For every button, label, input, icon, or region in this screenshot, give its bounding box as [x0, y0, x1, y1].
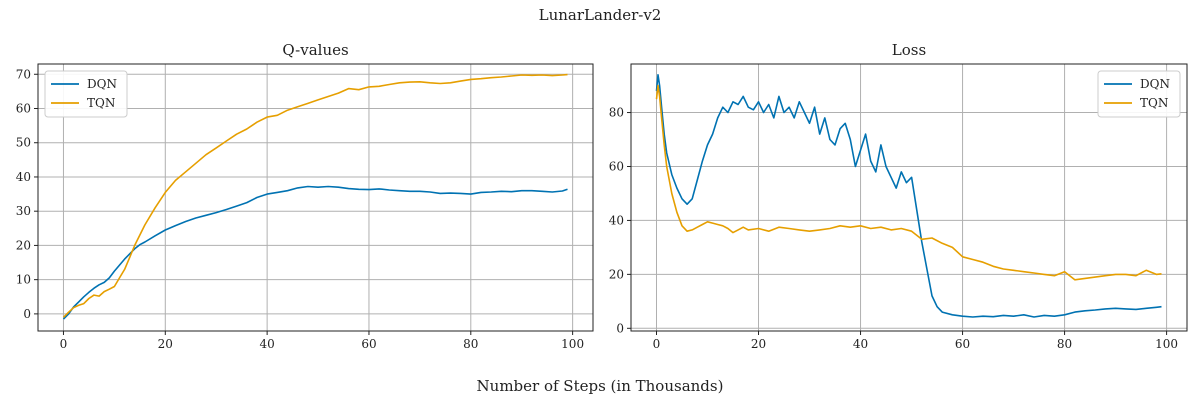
series-line-tqn: [655, 84, 1162, 281]
x-tick-label: 60: [955, 337, 970, 351]
panel-q-values: Q-values 0 20 40 60 80 100 0 10 20 30 40 50 60 70 DQN TQ…: [16, 41, 594, 351]
y-tick-label: 50: [16, 136, 31, 150]
y-tick-label: 80: [609, 106, 624, 120]
axes-frame: [37, 63, 594, 332]
legend-frame: [1097, 70, 1181, 118]
x-tick-label: 80: [463, 337, 478, 351]
figure-xlabel: Number of Steps (in Thousands): [477, 377, 724, 395]
y-tick-label: 20: [16, 238, 31, 252]
y-tick-label: 70: [16, 67, 31, 81]
x-tick-label: 80: [1057, 337, 1072, 351]
y-tick-label: 20: [609, 267, 624, 281]
axes-frame: [630, 63, 1188, 332]
x-tick-label: 20: [751, 337, 766, 351]
x-tick-label: 60: [361, 337, 376, 351]
x-tick-label: 40: [853, 337, 868, 351]
y-tick-label: 60: [609, 159, 624, 173]
legend: DQN TQN: [44, 70, 128, 118]
panel-loss: Loss 0 20 40 60 80 100 0 20 40 60 80 DQN TQN: [609, 41, 1188, 351]
legend-label-dqn: DQN: [1140, 77, 1170, 91]
legend-frame: [44, 70, 128, 118]
y-tick-label: 40: [16, 170, 31, 184]
x-tick-label: 0: [653, 337, 661, 351]
panel-title: Q-values: [282, 41, 348, 59]
series-line-tqn: [62, 73, 568, 318]
y-tick-label: 60: [16, 102, 31, 116]
x-tick-label: 100: [1155, 337, 1178, 351]
legend-label-tqn: TQN: [87, 96, 115, 110]
x-tick-label: 40: [259, 337, 274, 351]
legend: DQN TQN: [1097, 70, 1181, 118]
y-tick-label: 0: [616, 321, 624, 335]
y-tick-label: 40: [609, 213, 624, 227]
y-tick-label: 30: [16, 204, 31, 218]
series-line-dqn: [62, 185, 568, 320]
x-tick-label: 100: [561, 337, 584, 351]
y-tick-label: 10: [16, 273, 31, 287]
x-tick-label: 0: [60, 337, 68, 351]
legend-label-dqn: DQN: [87, 77, 117, 91]
figure-suptitle: LunarLander-v2: [539, 6, 662, 24]
x-tick-label: 20: [158, 337, 173, 351]
legend-label-tqn: TQN: [1140, 96, 1168, 110]
series-line-dqn: [655, 74, 1162, 318]
panel-title: Loss: [892, 41, 926, 59]
y-tick-label: 0: [23, 307, 31, 321]
